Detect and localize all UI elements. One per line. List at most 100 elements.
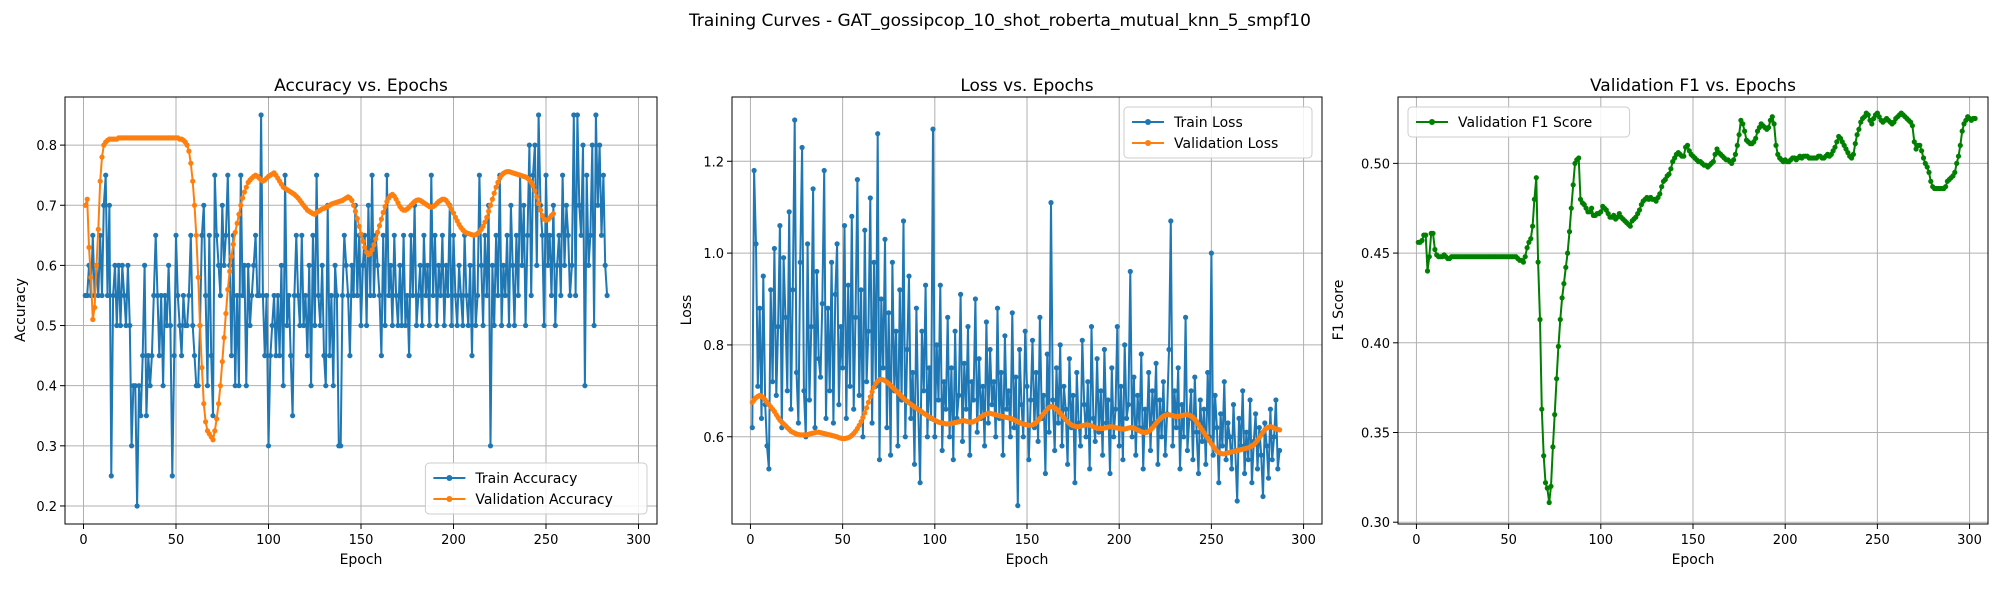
data-point — [238, 172, 244, 178]
y-tick-label: 0.45 — [1361, 247, 1390, 262]
data-point — [558, 292, 564, 299]
data-point — [147, 383, 153, 389]
subplot-loss-ylabel: Loss — [679, 295, 695, 326]
data-point — [1753, 135, 1759, 141]
data-point — [930, 126, 936, 132]
data-point — [974, 429, 980, 435]
data-point — [236, 383, 242, 389]
data-point — [391, 232, 397, 238]
data-point — [792, 117, 798, 123]
data-point — [173, 232, 179, 238]
data-point — [123, 322, 129, 329]
data-point — [1426, 254, 1432, 260]
data-point — [956, 392, 962, 398]
subplot-f1-frame — [1397, 96, 1989, 525]
data-point — [1129, 434, 1135, 440]
data-point — [1254, 466, 1261, 472]
data-point — [310, 232, 316, 238]
data-point — [212, 428, 218, 434]
subplot-f1-xlabel: Epoch — [1672, 552, 1715, 568]
data-point — [781, 255, 787, 261]
data-point — [795, 420, 802, 426]
data-point — [806, 397, 813, 403]
data-point — [175, 292, 181, 299]
data-point — [1740, 121, 1746, 127]
data-point — [825, 305, 831, 311]
data-point — [1432, 246, 1438, 253]
data-point — [987, 346, 993, 353]
data-point — [1710, 159, 1716, 165]
data-point — [939, 447, 945, 454]
legend-box — [424, 462, 648, 515]
subplot-accuracy-xlabel: Epoch — [340, 552, 383, 568]
data-point — [1118, 383, 1124, 389]
data-point — [354, 215, 360, 222]
data-point — [1094, 356, 1100, 362]
data-point — [247, 322, 253, 329]
data-point — [267, 353, 273, 359]
data-point — [841, 223, 848, 229]
data-point — [1928, 178, 1934, 184]
data-point — [532, 142, 538, 148]
data-point — [1256, 425, 1262, 431]
data-point — [419, 322, 425, 329]
data-point — [365, 202, 371, 208]
legend-marker — [446, 496, 453, 502]
data-point — [1041, 392, 1047, 398]
data-point — [478, 262, 484, 268]
data-point — [441, 322, 447, 329]
data-point — [1133, 452, 1139, 458]
data-point — [937, 282, 943, 288]
data-point — [751, 167, 757, 174]
data-point — [312, 322, 318, 329]
data-point — [1059, 443, 1065, 449]
data-point — [513, 232, 520, 238]
data-point — [1852, 141, 1858, 147]
data-point — [1854, 132, 1860, 138]
x-tick-label: 100 — [922, 533, 947, 548]
data-point — [277, 353, 283, 359]
data-point — [862, 410, 868, 416]
data-point — [482, 219, 488, 225]
data-point — [1265, 475, 1272, 481]
data-point — [1773, 142, 1779, 148]
data-point — [1020, 434, 1026, 440]
data-point — [1277, 427, 1283, 433]
data-point — [539, 232, 545, 238]
data-point — [486, 208, 492, 214]
data-point — [1183, 314, 1189, 320]
x-tick-label: 300 — [1957, 533, 1982, 548]
data-point — [530, 172, 536, 178]
data-point — [771, 245, 778, 252]
data-point — [757, 305, 763, 311]
data-point — [967, 452, 973, 458]
data-point — [782, 314, 789, 320]
data-point — [184, 322, 190, 329]
data-point — [230, 241, 236, 247]
data-point — [362, 244, 368, 250]
data-point — [578, 232, 584, 238]
data-point — [1013, 374, 1019, 380]
data-point — [319, 262, 325, 268]
data-point — [1243, 429, 1249, 435]
data-point — [1911, 139, 1917, 145]
legend-marker — [446, 475, 453, 481]
data-point — [867, 394, 873, 400]
data-point — [145, 353, 151, 359]
x-tick-label: 150 — [1015, 533, 1040, 548]
data-point — [921, 388, 927, 394]
data-point — [591, 322, 597, 329]
data-point — [506, 322, 512, 329]
data-point — [430, 292, 436, 299]
data-point — [871, 259, 877, 265]
x-tick-label: 300 — [626, 533, 651, 548]
data-point — [190, 322, 196, 329]
data-point — [221, 335, 227, 341]
x-tick-label: 50 — [168, 533, 185, 548]
data-point — [908, 415, 914, 421]
data-point — [334, 292, 340, 299]
data-point — [584, 172, 590, 178]
data-point — [265, 443, 272, 449]
data-point — [1173, 425, 1179, 431]
data-point — [1050, 397, 1056, 403]
